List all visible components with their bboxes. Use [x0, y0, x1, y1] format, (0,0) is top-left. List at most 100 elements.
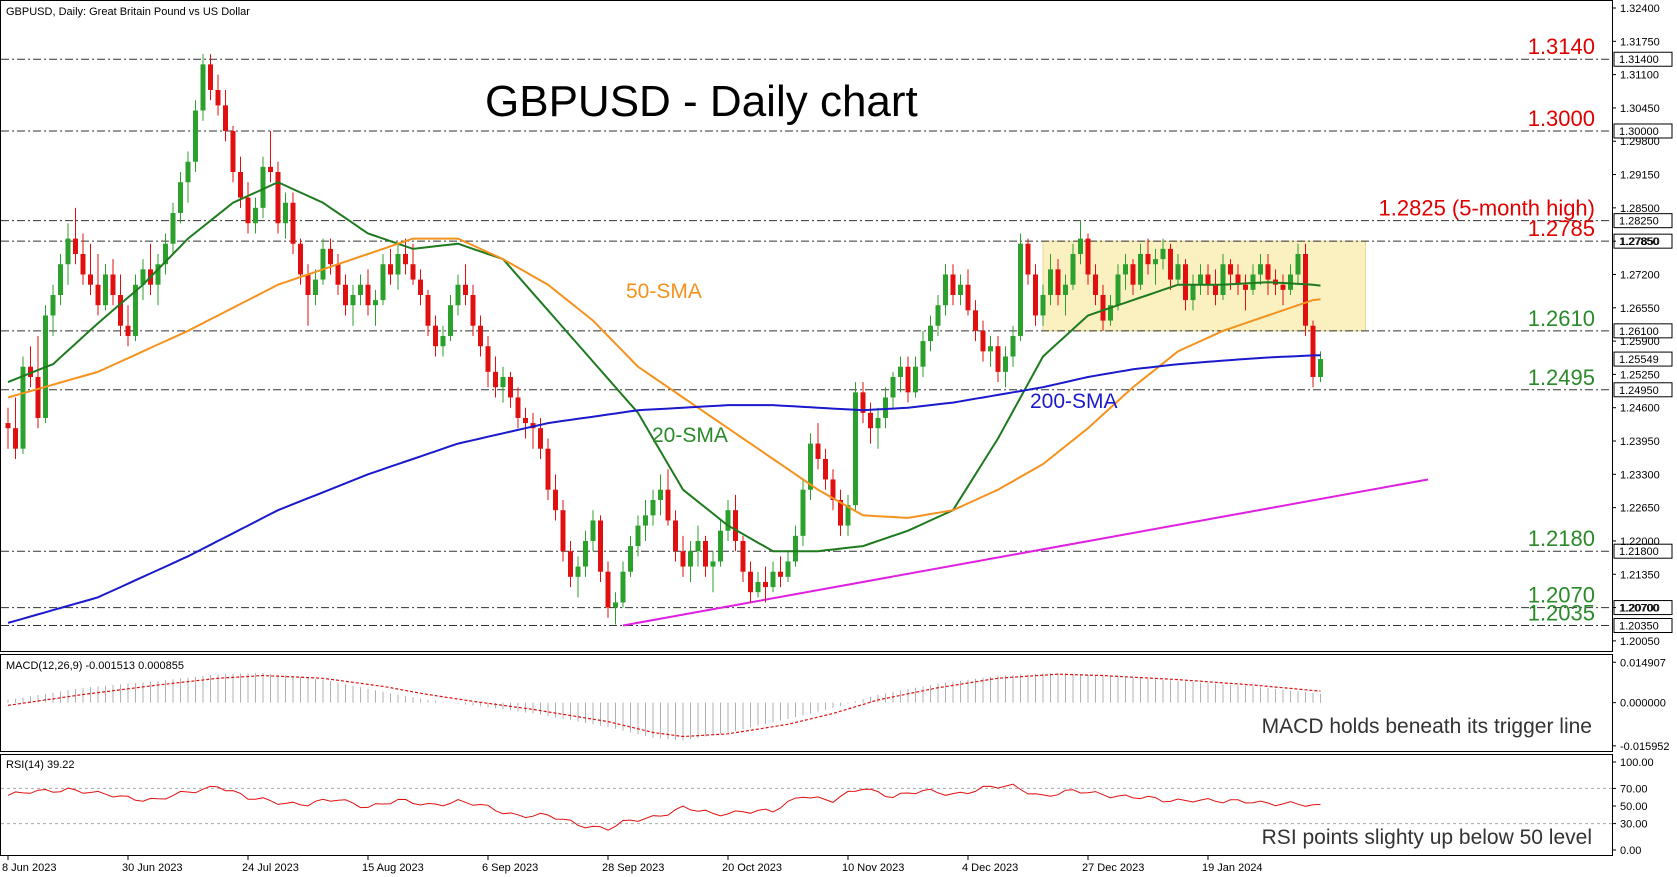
candle-body — [853, 392, 858, 506]
candle-body — [1018, 243, 1023, 336]
candle-body — [935, 305, 941, 326]
candle-body — [410, 264, 416, 280]
level-label: 1.2180 — [1528, 526, 1595, 551]
candle-body — [583, 540, 588, 567]
candle-body — [245, 197, 251, 224]
candle-body — [343, 284, 348, 306]
candle-body — [568, 551, 573, 577]
level-price-tag — [1613, 51, 1673, 67]
candle-body — [545, 448, 551, 490]
moving-average-line — [7, 237, 1321, 519]
x-tick-label: 8 Jun 2023 — [2, 862, 56, 874]
last-price-tag — [1613, 351, 1673, 367]
candle-body — [80, 253, 86, 275]
level-price-tag-text: 1.31400 — [1619, 54, 1659, 66]
candle-body — [418, 279, 423, 295]
candle-body — [635, 525, 641, 547]
candle-body — [1198, 274, 1203, 285]
candle-body — [965, 284, 971, 311]
candle-body — [313, 279, 318, 295]
y-tick-label: 1.31750 — [1620, 36, 1660, 48]
candle-body — [1265, 264, 1271, 280]
y-tick-label: 1.22000 — [1620, 536, 1660, 548]
candle-body — [575, 566, 581, 577]
candle-body — [1055, 269, 1061, 295]
level-price-tag-text: 1.27850 — [1619, 236, 1659, 248]
candle-body — [710, 561, 716, 567]
candle-body — [755, 581, 761, 593]
candle-body — [733, 510, 738, 541]
candle-body — [1190, 284, 1196, 301]
candle-body — [808, 443, 813, 490]
candle-body — [1153, 259, 1158, 265]
candle-body — [943, 274, 948, 306]
rsi-annotation: RSI points slighty up below 50 level — [1262, 826, 1592, 849]
candle-body — [50, 294, 56, 316]
candle-body — [200, 64, 206, 111]
candle-body — [95, 284, 101, 306]
y-tick-label: 1.27850 — [1620, 236, 1660, 248]
candle-body — [800, 489, 806, 536]
y-tick-label: 1.29150 — [1620, 170, 1660, 182]
y-tick-label: 1.23950 — [1620, 436, 1660, 448]
candle-body — [380, 264, 386, 301]
candle-body — [793, 535, 798, 562]
level-price-tag-text: 1.21800 — [1619, 546, 1659, 558]
candle-body — [253, 207, 258, 224]
level-price-tag-text: 1.20350 — [1619, 621, 1659, 633]
candle-body — [88, 274, 93, 285]
candle-body — [28, 366, 33, 377]
candle-body — [823, 458, 828, 480]
sma20-label: 20-SMA — [652, 424, 728, 447]
candle-body — [433, 325, 438, 347]
candle-body — [1168, 248, 1173, 280]
candle-body — [215, 89, 221, 106]
candle-body — [230, 130, 236, 172]
candle-body — [950, 274, 956, 295]
level-label: 1.2495 — [1528, 365, 1595, 390]
candle-body — [785, 561, 791, 577]
y-tick-label: 1.25250 — [1620, 369, 1660, 381]
candle-body — [140, 269, 146, 285]
candle-body — [643, 515, 648, 526]
candle-body — [1085, 238, 1091, 275]
y-tick-label: 1.30450 — [1620, 103, 1660, 115]
candle-body — [485, 346, 491, 372]
candle-body — [763, 581, 768, 588]
level-price-tag-text: 1.30000 — [1619, 126, 1659, 138]
candle-body — [1115, 274, 1121, 306]
candle-body — [1093, 274, 1098, 295]
macd-signal-line — [7, 673, 1321, 738]
y-tick-label: 1.28500 — [1620, 203, 1660, 215]
candle-body — [208, 64, 213, 90]
x-tick-label: 10 Nov 2023 — [842, 862, 904, 874]
candle-body — [1243, 284, 1248, 290]
candle-body — [718, 530, 723, 562]
last-price-text: 1.25549 — [1619, 354, 1659, 366]
level-price-tag-text: 1.20700 — [1619, 603, 1659, 615]
candle-body — [1070, 253, 1076, 285]
candle-body — [815, 443, 821, 459]
level-price-tag-text: 1.26100 — [1619, 326, 1659, 338]
candle-body — [778, 571, 783, 577]
candle-body — [1235, 274, 1241, 285]
candle-body — [395, 253, 401, 275]
candle-body — [283, 202, 288, 224]
candle-body — [1040, 294, 1046, 316]
candle-body — [980, 330, 986, 352]
candle-body — [538, 428, 543, 449]
candle-body — [1063, 284, 1068, 295]
candle-body — [335, 264, 341, 285]
rsi-panel-frame — [0, 754, 1613, 856]
candle-body — [73, 238, 78, 254]
candle-body — [920, 341, 926, 367]
candle-body — [478, 325, 483, 347]
ascending-trendline — [622, 478, 1429, 627]
level-price-tag — [1613, 382, 1673, 398]
level-price-tag — [1613, 618, 1673, 634]
x-tick-label: 4 Dec 2023 — [962, 862, 1018, 874]
level-label: 1.2035 — [1528, 601, 1595, 626]
candle-body — [328, 248, 333, 265]
candle-body — [988, 346, 993, 352]
candle-body — [883, 397, 888, 418]
